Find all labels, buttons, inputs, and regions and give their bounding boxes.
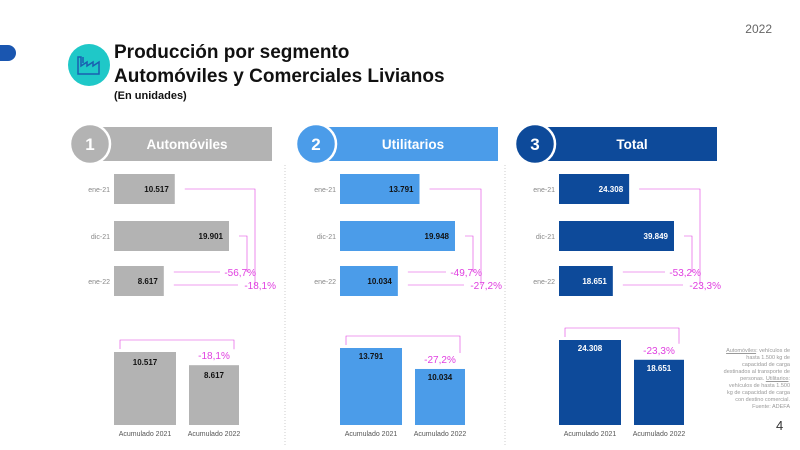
- bar-dic-21: [114, 221, 229, 251]
- panel-title: Automóviles: [146, 137, 227, 152]
- row-label: ene-21: [88, 187, 110, 194]
- panel-header-bar: [535, 127, 717, 161]
- monthly-connector: [239, 235, 248, 272]
- bar-value-label: 39.849: [644, 232, 669, 241]
- accumulated-category-label: Acumulado 2021: [345, 431, 398, 438]
- panel-automoviles: 1 Automóviles ene-21 10.517 dic-21 19.901 ene-…: [68, 122, 276, 438]
- bar-value-label: 8.617: [138, 277, 159, 286]
- panel-title: Total: [616, 137, 647, 152]
- panel-number: 2: [311, 135, 320, 154]
- bar-dic-21: [559, 221, 674, 251]
- bar-ene-22: [559, 266, 613, 296]
- row-label: ene-21: [533, 187, 555, 194]
- page-number: 4: [776, 418, 784, 433]
- accumulated-bar: [415, 368, 465, 425]
- yearly-variation: -23,3%: [689, 281, 721, 292]
- footnote: Automóviles: vehículos de hasta 1.500 kg…: [722, 348, 790, 411]
- accumulated-connector: [345, 335, 461, 353]
- panel-header-bar: [316, 127, 498, 161]
- panel-number: 1: [85, 135, 94, 154]
- accumulated-category-label: Acumulado 2021: [564, 431, 617, 438]
- footnote-def-automoviles: : vehículos de hasta 1.500 kg de capacid…: [723, 348, 790, 382]
- yearly-connector: [639, 188, 701, 285]
- panel-utilitarios: 2 Utilitarios ene-21 13.791 dic-21 19.948 ene-…: [294, 122, 502, 438]
- accumulated-connector: [564, 327, 680, 344]
- row-label: ene-22: [88, 279, 110, 286]
- accumulated-value-label: 13.791: [359, 352, 384, 361]
- bar-value-label: 19.901: [199, 232, 224, 241]
- bar-ene-22: [340, 266, 398, 296]
- bar-value-label: 19.948: [425, 232, 450, 241]
- accumulated-bar: [559, 340, 621, 425]
- accumulated-category-label: Acumulado 2022: [188, 431, 241, 438]
- panel-header-bar: [90, 127, 272, 161]
- row-label: ene-22: [314, 279, 336, 286]
- year-label: 2022: [745, 22, 772, 36]
- bar-value-label: 10.517: [144, 185, 169, 194]
- accumulated-bar: [114, 352, 176, 425]
- bar-ene-21: [114, 174, 175, 204]
- accumulated-bar: [634, 359, 684, 425]
- accumulated-category-label: Acumulado 2022: [414, 431, 467, 438]
- bar-value-label: 18.651: [582, 277, 607, 286]
- yearly-connector: [184, 188, 256, 285]
- row-label: ene-21: [314, 187, 336, 194]
- variation-leader-lines: [407, 271, 464, 286]
- yearly-variation: -18,1%: [244, 281, 276, 292]
- bar-dic-21: [340, 221, 455, 251]
- accumulated-connector: [119, 339, 235, 350]
- panel-number-badge: [68, 122, 112, 166]
- bar-ene-21: [340, 174, 420, 204]
- accumulated-category-label: Acumulado 2021: [119, 431, 172, 438]
- monthly-variation: -49,7%: [450, 268, 482, 279]
- monthly-connector: [684, 235, 693, 272]
- monthly-variation: -53,2%: [669, 268, 701, 279]
- monthly-connector: [465, 235, 474, 272]
- row-label: ene-22: [533, 279, 555, 286]
- yearly-variation: -27,2%: [470, 281, 502, 292]
- footnote-term-automoviles: Automóviles: [726, 348, 757, 354]
- panel-number-badge: [294, 122, 338, 166]
- bar-value-label: 10.034: [367, 277, 392, 286]
- accumulated-variation: -27,2%: [424, 355, 456, 366]
- accumulated-value-label: 24.308: [578, 344, 603, 353]
- page-subtitle: (En unidades): [114, 90, 187, 102]
- accumulated-variation: -23,3%: [643, 346, 675, 357]
- accumulated-bar: [189, 365, 239, 425]
- accumulated-bar: [340, 348, 402, 425]
- page-title-line2: Automóviles y Comerciales Livianos: [114, 66, 445, 87]
- accumulated-value-label: 18.651: [647, 364, 672, 373]
- accumulated-value-label: 10.517: [133, 358, 158, 367]
- accumulated-variation: -18,1%: [198, 351, 230, 362]
- bar-value-label: 13.791: [389, 185, 414, 194]
- factory-icon: [68, 44, 110, 86]
- panel-number: 3: [530, 135, 539, 154]
- footnote-source: Fuente: ADEFA: [752, 404, 790, 410]
- panel-total: 3 Total ene-21 24.308 dic-21 39.849 ene-22 18.6…: [513, 122, 721, 438]
- panel-number-badge: [513, 122, 557, 166]
- variation-leader-lines: [622, 271, 683, 286]
- row-label: dic-21: [91, 234, 110, 241]
- page-title-line1: Producción por segmento: [114, 42, 350, 63]
- slide-tab-marker: [0, 45, 16, 61]
- row-label: dic-21: [317, 234, 336, 241]
- yearly-connector: [429, 188, 482, 285]
- bar-value-label: 24.308: [599, 185, 624, 194]
- panel-title: Utilitarios: [382, 137, 444, 152]
- bar-ene-21: [559, 174, 630, 204]
- accumulated-value-label: 8.617: [204, 371, 225, 380]
- monthly-variation: -56,7%: [224, 268, 256, 279]
- variation-leader-lines: [173, 271, 238, 286]
- accumulated-value-label: 10.034: [428, 373, 453, 382]
- accumulated-category-label: Acumulado 2022: [633, 431, 686, 438]
- bar-ene-22: [114, 266, 164, 296]
- footnote-term-utilitarios: Utilitarios: [765, 376, 789, 382]
- row-label: dic-21: [536, 234, 555, 241]
- footnote-def-utilitarios: : vehículos de hasta 1.500 kg de capacid…: [727, 376, 790, 403]
